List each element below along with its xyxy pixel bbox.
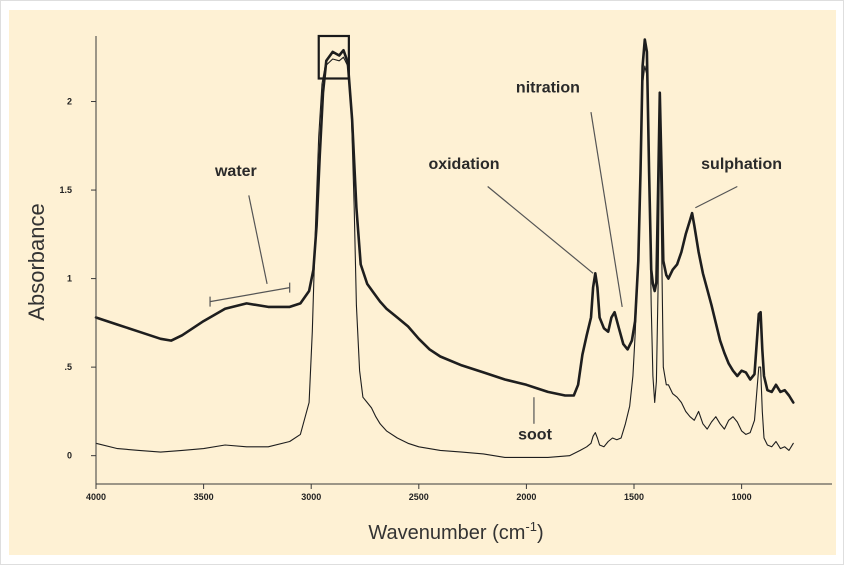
annotation-layer: water oxidation nitration sulphation soot [209, 80, 782, 444]
x-axis-label-close: ) [537, 522, 544, 544]
ticks-layer: 4000 3500 3000 2500 2000 1500 1000 0 .5 1 1.5 2 [59, 97, 751, 502]
chart-panel [9, 10, 836, 555]
x-tick-label-2: 3000 [301, 492, 321, 502]
x-tick-label-6: 1000 [732, 492, 752, 502]
annotation-label-soot: soot [518, 427, 552, 444]
y-tick-label-0: 0 [67, 451, 72, 461]
annotation-label-nitration: nitration [516, 80, 580, 97]
x-tick-label-1: 3500 [194, 492, 214, 502]
annotation-label-water: water [214, 163, 257, 180]
annotation-leader-nitration [590, 112, 623, 308]
bracket-bar [209, 287, 290, 303]
annotation-leader-sulphation [695, 185, 738, 209]
y-tick-label-4: 2 [67, 97, 72, 107]
annotation-label-sulphation: sulphation [701, 156, 782, 173]
axes-layer [95, 36, 832, 485]
y-axis-label: Absorbance [24, 203, 49, 320]
annotation-leader-water [248, 195, 268, 285]
x-tick-label-5: 1500 [624, 492, 644, 502]
highlight-box [317, 34, 350, 80]
x-axis-label-superscript: -1 [525, 519, 537, 534]
y-tick-label-2: 1 [67, 274, 72, 284]
annotation-label-oxidation: oxidation [428, 156, 499, 173]
x-tick-label-3: 2500 [409, 492, 429, 502]
annotation-leader-oxidation [487, 186, 594, 274]
series-layer [94, 34, 795, 458]
y-tick-label-3: 1.5 [59, 185, 72, 195]
x-tick-label-0: 4000 [86, 492, 106, 502]
y-tick-label-1: .5 [64, 362, 72, 372]
annotation-bracket-water [209, 282, 291, 307]
x-axis-label-main: Wavenumber (cm [368, 522, 525, 544]
series-line-thick [94, 38, 795, 404]
series-line-thin [95, 56, 794, 458]
x-tick-label-4: 2000 [516, 492, 536, 502]
x-axis-label: Wavenumber (cm-1) [368, 519, 543, 544]
